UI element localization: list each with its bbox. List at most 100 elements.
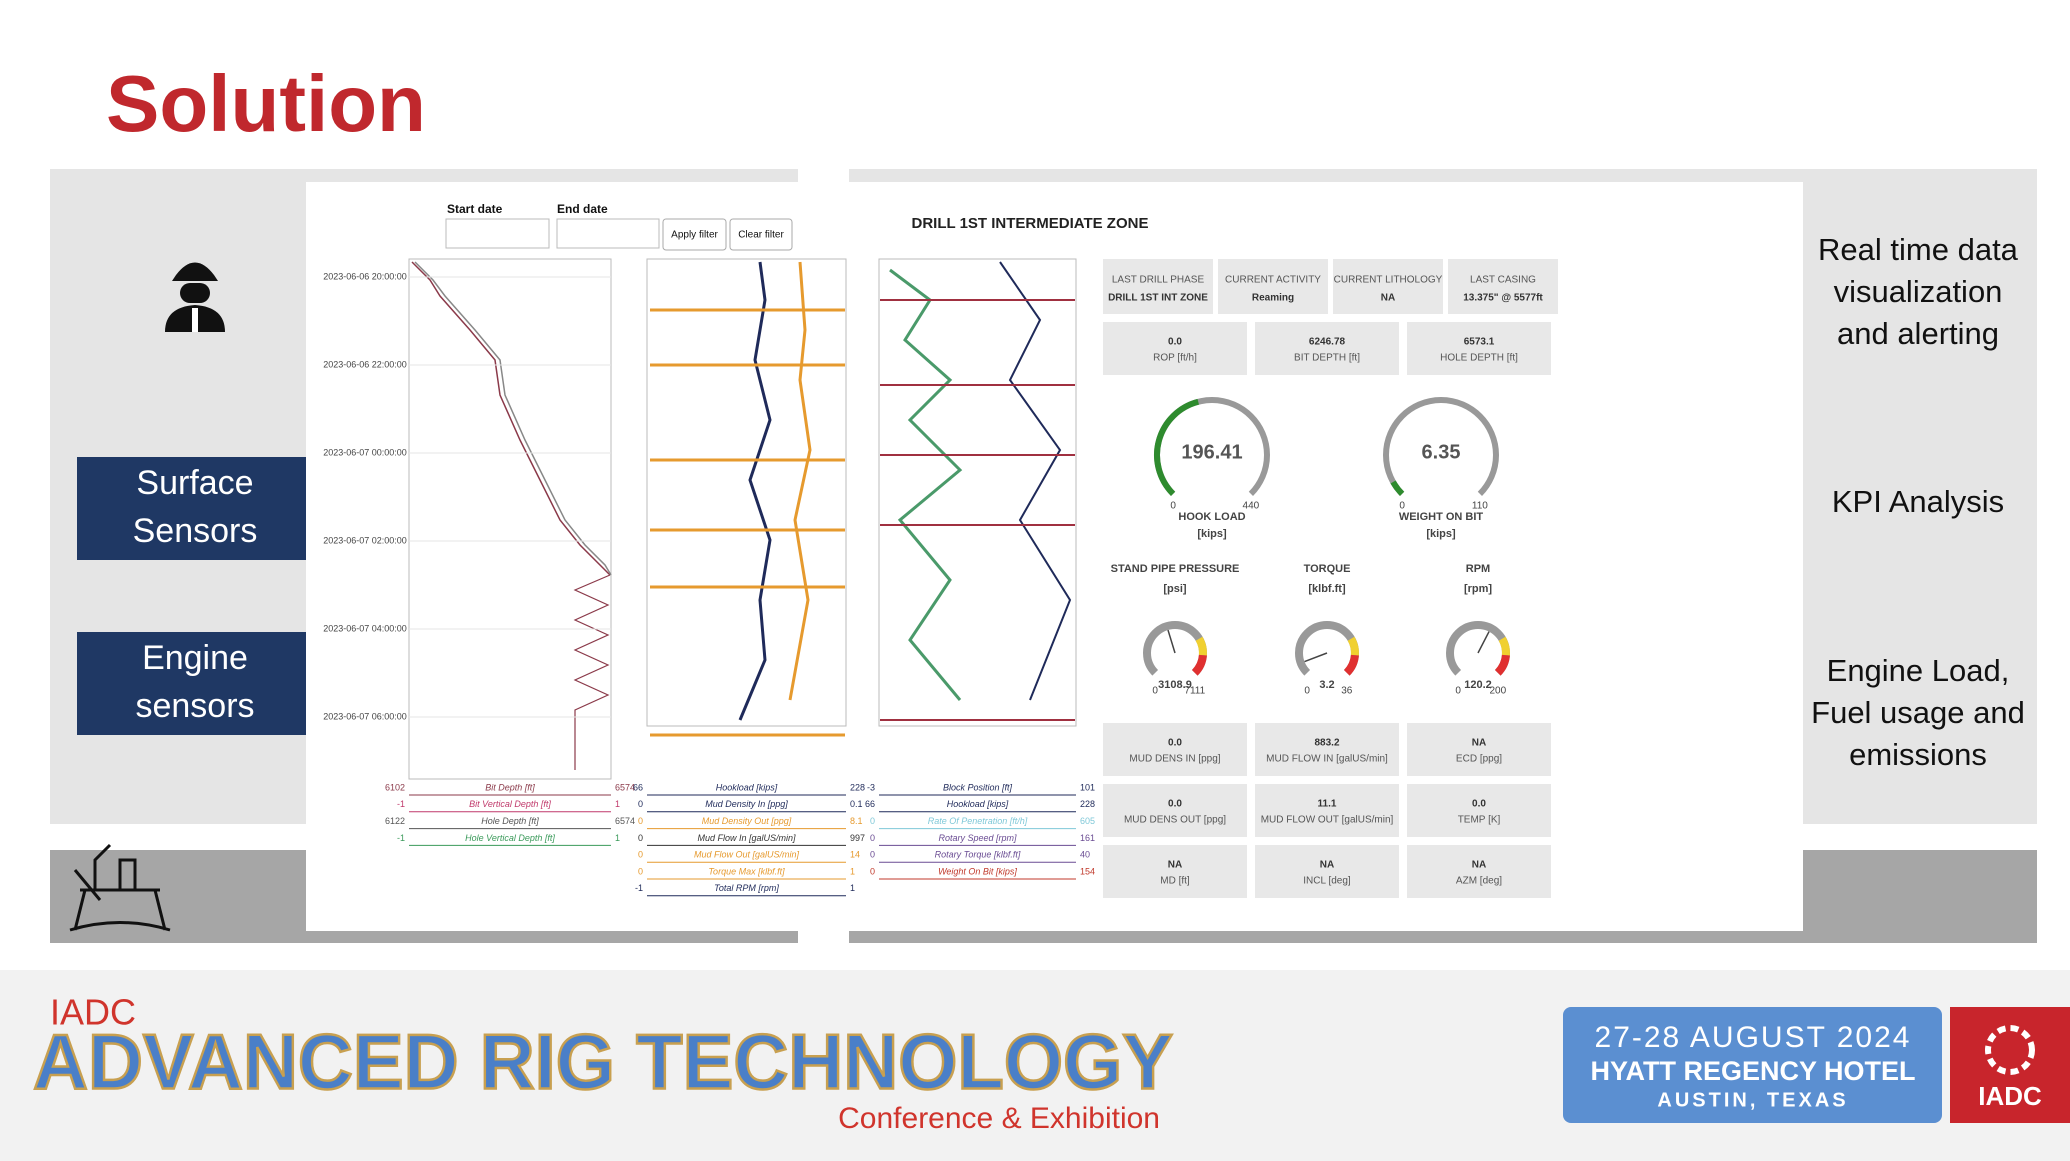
- gauge-value: [1154, 398, 1200, 497]
- zone-title: DRILL 1ST INTERMEDIATE ZONE: [912, 215, 1149, 232]
- metric-label: INCL [deg]: [1303, 876, 1351, 887]
- metric-value: 6573.1: [1464, 337, 1495, 348]
- track-min: 0: [870, 833, 875, 843]
- track-label: Hookload [kips]: [716, 782, 778, 792]
- track-frame: [878, 258, 1077, 727]
- label-box: [77, 457, 306, 560]
- metric-card: [1103, 322, 1247, 375]
- track-label: Hookload [kips]: [947, 799, 1009, 809]
- metric-card: [1255, 845, 1399, 898]
- metric-card: [1407, 784, 1551, 837]
- metric-label: BIT DEPTH [ft]: [1294, 353, 1360, 364]
- gauge-value-label: 196.41: [1181, 441, 1242, 463]
- filter-button[interactable]: [729, 218, 793, 251]
- track-max: 8.1: [850, 816, 863, 826]
- track-max: 605: [1080, 816, 1095, 826]
- track-max: 40: [1080, 850, 1090, 860]
- card-label: LAST DRILL PHASE: [1112, 275, 1205, 286]
- gauge-min: 0: [1152, 685, 1158, 696]
- feature-label: visualization: [1834, 274, 2003, 309]
- gauge-max: 440: [1243, 501, 1260, 512]
- metric-card: [1255, 322, 1399, 375]
- track-label: Rotary Torque [klbf.ft]: [935, 850, 1021, 860]
- gauge-max: 110: [1472, 501, 1488, 512]
- worker-icon: [165, 262, 225, 332]
- status-card: [1333, 259, 1443, 314]
- metric-card: [1407, 723, 1551, 776]
- metric-value: 883.2: [1314, 738, 1339, 749]
- filter-button[interactable]: [662, 218, 727, 251]
- time-label: 2023-06-06 22:00:00: [323, 359, 407, 369]
- track-min: 0: [638, 833, 643, 843]
- track-min: 0: [638, 866, 643, 876]
- metric-value: 11.1: [1318, 799, 1337, 810]
- track-min: 66: [865, 799, 875, 809]
- date-input[interactable]: [445, 218, 550, 249]
- gauge-label: STAND PIPE PRESSURE: [1111, 563, 1240, 575]
- metric-value: NA: [1472, 738, 1486, 749]
- gauge-label: HOOK LOAD: [1178, 511, 1245, 523]
- time-label: 2023-06-07 06:00:00: [323, 711, 407, 721]
- gauge-track: [1383, 397, 1499, 497]
- track-label: Rotary Speed [rpm]: [938, 833, 1017, 843]
- track-label: Block Position [ft]: [943, 782, 1013, 792]
- track-min: 6122: [385, 816, 405, 826]
- metric-card: [1407, 845, 1551, 898]
- track-min: 0: [638, 850, 643, 860]
- metric-value: 0.0: [1472, 799, 1486, 810]
- track-min: 6102: [385, 782, 405, 792]
- metric-label: MUD DENS IN [ppg]: [1129, 754, 1220, 765]
- metric-value: 0.0: [1168, 799, 1182, 810]
- track-label: Hole Depth [ft]: [481, 816, 539, 826]
- track-label: Bit Vertical Depth [ft]: [469, 799, 551, 809]
- gauge-max: 36: [1341, 685, 1353, 696]
- track-label: Weight On Bit [kips]: [938, 866, 1017, 876]
- metric-label: ROP [ft/h]: [1153, 353, 1197, 364]
- track-min: -1: [635, 883, 643, 893]
- track-curve: [889, 268, 963, 701]
- gauge-unit: [klbf.ft]: [1308, 583, 1346, 595]
- track-label: Total RPM [rpm]: [714, 883, 779, 893]
- track-min: 0: [870, 816, 875, 826]
- track-min: -1: [397, 833, 405, 843]
- gauge-zone: [1343, 654, 1359, 676]
- event-box: [1563, 1007, 1942, 1123]
- metric-label: MD [ft]: [1160, 876, 1190, 887]
- logo-box: [1950, 1007, 2070, 1123]
- footer-subtitle: Conference & Exhibition: [838, 1102, 1160, 1135]
- gauge-min: 0: [1304, 685, 1310, 696]
- card-value: DRILL 1ST INT ZONE: [1108, 293, 1208, 304]
- status-card: [1448, 259, 1558, 314]
- card-label: CURRENT LITHOLOGY: [1334, 275, 1443, 286]
- track-min: 0: [638, 799, 643, 809]
- card-value: 13.375" @ 5577ft: [1463, 293, 1543, 304]
- track-curve: [573, 574, 611, 770]
- track-label: Torque Max [klbf.ft]: [708, 866, 785, 876]
- metric-value: NA: [1168, 860, 1182, 871]
- button-label: Apply filter: [671, 230, 718, 241]
- metric-label: MUD FLOW OUT [galUS/min]: [1261, 815, 1394, 826]
- track-max: 1: [850, 866, 855, 876]
- track-max: 1: [615, 799, 620, 809]
- track-max: 101: [1080, 782, 1095, 792]
- feature-label: KPI Analysis: [1832, 484, 2004, 519]
- time-label: 2023-06-07 02:00:00: [323, 535, 407, 545]
- track-max: 6574: [615, 782, 635, 792]
- track-curve: [788, 261, 812, 701]
- date-input[interactable]: [556, 218, 660, 249]
- metric-card: [1255, 723, 1399, 776]
- card-value: Reaming: [1252, 293, 1294, 304]
- feature-label: Engine Load,: [1827, 653, 2010, 688]
- metric-card: [1407, 322, 1551, 375]
- track-label: Mud Flow In [galUS/min]: [697, 833, 796, 843]
- metric-card: [1103, 784, 1247, 837]
- gauge-label: TORQUE: [1304, 563, 1351, 575]
- gauge-min: 0: [1170, 501, 1176, 512]
- feature-label: Real time data: [1818, 232, 2019, 267]
- track-frame: [646, 258, 847, 727]
- gauge-unit: [kips]: [1426, 528, 1456, 540]
- gauge-unit: [kips]: [1197, 528, 1227, 540]
- sensor-label: sensors: [135, 687, 254, 725]
- rig-icon: [69, 843, 171, 932]
- track-curve: [650, 308, 845, 737]
